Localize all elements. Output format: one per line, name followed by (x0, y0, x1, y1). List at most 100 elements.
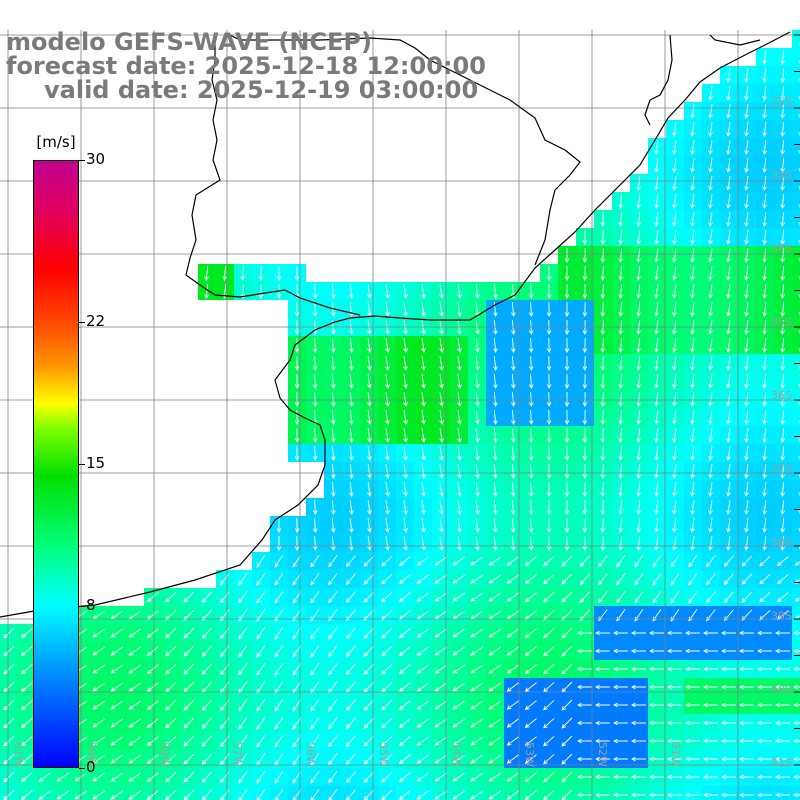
latitude-label: 35S (771, 316, 792, 329)
wind-arrow (780, 355, 785, 371)
wind-arrow (524, 718, 537, 728)
wind-arrow (421, 464, 426, 479)
wind-cell (486, 786, 504, 800)
wind-arrow (780, 265, 785, 281)
wind-cell (792, 120, 800, 138)
wind-arrow (757, 648, 772, 654)
wind-arrow (744, 284, 749, 299)
wind-arrow (457, 428, 462, 443)
wind-arrow (564, 464, 570, 479)
wind-arrow (780, 49, 785, 65)
wind-arrow (452, 736, 466, 746)
wind-arrow (739, 666, 754, 672)
wind-arrow (561, 627, 573, 639)
wind-arrow (672, 392, 677, 407)
wind-cell (792, 480, 800, 498)
wind-arrow (398, 574, 411, 585)
wind-arrow (726, 212, 731, 227)
wind-arrow (238, 735, 248, 748)
wind-arrow (649, 738, 664, 744)
wind-arrow (381, 573, 393, 585)
wind-arrow (775, 702, 790, 708)
wind-arrow (690, 446, 695, 461)
wind-arrow (183, 771, 195, 783)
wind-arrow (312, 535, 318, 551)
wind-arrow (726, 392, 731, 407)
wind-arrow (561, 753, 573, 765)
wind-arrow (92, 646, 106, 656)
wind-arrow (780, 175, 785, 191)
wind-arrow (421, 392, 426, 407)
wind-arrow (561, 789, 573, 800)
wind-arrow (636, 391, 641, 407)
wind-arrow (110, 772, 124, 782)
wind-arrow (165, 717, 177, 729)
wind-arrow (757, 792, 772, 798)
wind-arrow (744, 392, 749, 407)
wind-arrow (439, 464, 444, 479)
wind-arrow (726, 536, 731, 551)
wind-arrow (274, 572, 284, 586)
colorbar-gradient (33, 160, 79, 768)
wind-cell (630, 786, 648, 800)
wind-arrow (528, 427, 534, 443)
wind-arrow (398, 754, 411, 765)
wind-arrow (470, 628, 484, 638)
wind-cell (792, 174, 800, 192)
wind-arrow (92, 700, 106, 710)
wind-arrow (546, 427, 552, 443)
wind-arrow (349, 445, 354, 461)
wind-arrow (363, 663, 375, 675)
wind-arrow (582, 301, 588, 317)
wind-arrow (690, 338, 695, 353)
wind-arrow (349, 427, 354, 443)
wind-arrow (690, 230, 695, 245)
wind-arrow (506, 772, 519, 782)
wind-arrow (20, 772, 33, 783)
wind-arrow (403, 446, 408, 461)
wind-arrow (672, 248, 677, 263)
wind-arrow (367, 500, 372, 515)
wind-arrow (328, 681, 338, 694)
wind-arrow (757, 738, 772, 744)
wind-arrow (744, 500, 749, 515)
wind-arrow (385, 464, 390, 479)
wind-arrow (220, 627, 230, 640)
wind-arrow (780, 481, 785, 497)
wind-arrow (636, 283, 641, 299)
wind-arrow (385, 356, 390, 371)
wind-cell (522, 786, 540, 800)
wind-arrow (274, 698, 284, 712)
wind-arrow (649, 666, 664, 672)
wind-arrow (470, 790, 484, 800)
wind-arrow (543, 555, 555, 567)
wind-arrow (439, 410, 444, 425)
wind-arrow (762, 500, 767, 515)
wind-arrow (690, 176, 695, 191)
wind-arrow (708, 122, 713, 137)
wind-arrow (220, 573, 230, 586)
wind-arrow (128, 628, 141, 638)
wind-arrow (310, 591, 320, 604)
wind-arrow (452, 646, 466, 656)
wind-arrow (543, 735, 555, 747)
wind-arrow (310, 555, 320, 568)
wind-arrow (475, 392, 480, 407)
wind-arrow (798, 294, 800, 298)
wind-arrow (654, 194, 659, 209)
wind-arrow (577, 756, 592, 762)
wind-arrow (367, 518, 372, 533)
wind-arrow (579, 591, 590, 604)
wind-arrow (762, 446, 767, 461)
wind-arrow (654, 464, 659, 479)
wind-arrow (561, 771, 573, 783)
wind-arrow (744, 446, 749, 461)
wind-arrow (128, 718, 141, 728)
wind-arrow (690, 464, 695, 479)
wind-arrow (475, 284, 480, 299)
wind-arrow (110, 718, 124, 728)
wind-arrow (762, 50, 767, 65)
wind-arrow (616, 591, 626, 604)
wind-arrow (457, 500, 462, 515)
wind-arrow (798, 222, 800, 226)
